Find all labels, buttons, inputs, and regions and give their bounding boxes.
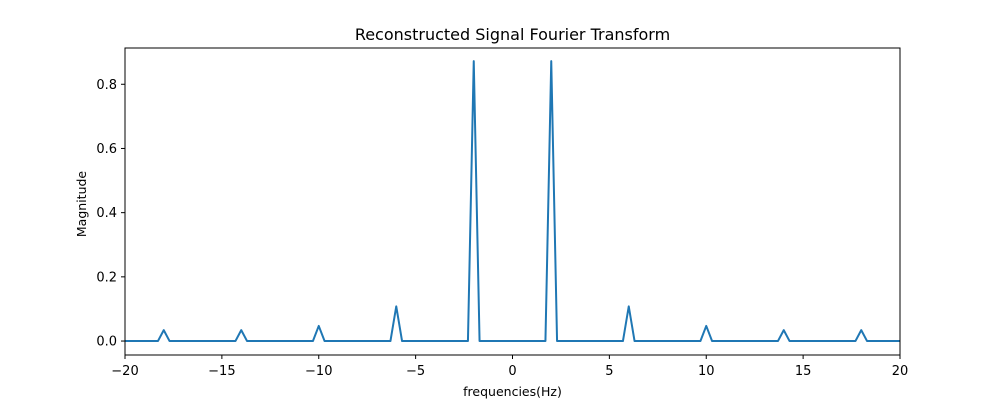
y-tick-label: 0.0 (96, 335, 117, 350)
y-axis: 0.0 0.2 0.4 0.6 0.8 (96, 78, 125, 350)
chart-title: Reconstructed Signal Fourier Transform (355, 25, 670, 44)
x-tick-label: −20 (111, 364, 138, 379)
x-tick-label: 20 (892, 364, 909, 379)
x-axis: −20 −15 −10 −5 0 5 10 15 20 (111, 355, 908, 379)
x-axis-label: frequencies(Hz) (463, 384, 562, 399)
y-tick-label: 0.8 (96, 78, 117, 93)
x-tick-label: −15 (208, 364, 235, 379)
plot-area (125, 60, 900, 343)
y-tick-label: 0.4 (96, 206, 117, 221)
y-tick-label: 0.6 (96, 142, 117, 157)
x-tick-label: 15 (795, 364, 812, 379)
y-tick-label: 0.2 (96, 270, 117, 285)
x-tick-label: 5 (605, 364, 613, 379)
x-tick-label: 10 (698, 364, 715, 379)
x-tick-label: −10 (305, 364, 332, 379)
x-tick-label: −5 (406, 364, 425, 379)
y-axis-label: Magnitude (74, 171, 89, 238)
series-line (125, 60, 900, 343)
x-tick-label: 0 (508, 364, 516, 379)
plot-frame (124, 47, 901, 356)
